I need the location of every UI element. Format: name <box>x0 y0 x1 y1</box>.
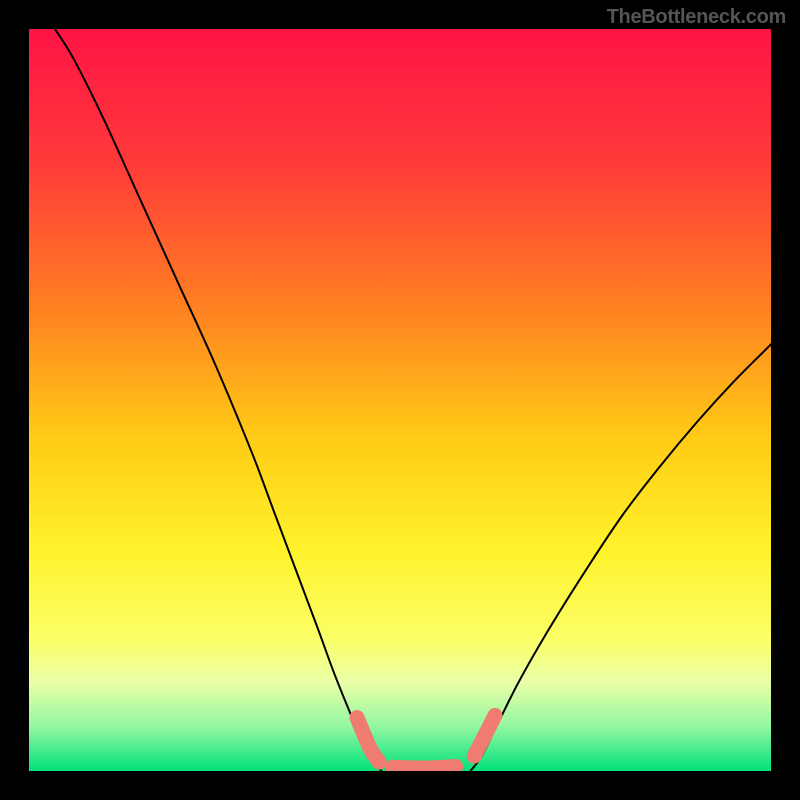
chart-frame: TheBottleneck.com <box>0 0 800 800</box>
gradient-background <box>29 29 771 771</box>
bottleneck-curve-chart <box>29 29 771 771</box>
attribution-text: TheBottleneck.com <box>607 6 786 29</box>
plot-area <box>29 29 771 771</box>
highlight-segment-1 <box>393 767 456 768</box>
